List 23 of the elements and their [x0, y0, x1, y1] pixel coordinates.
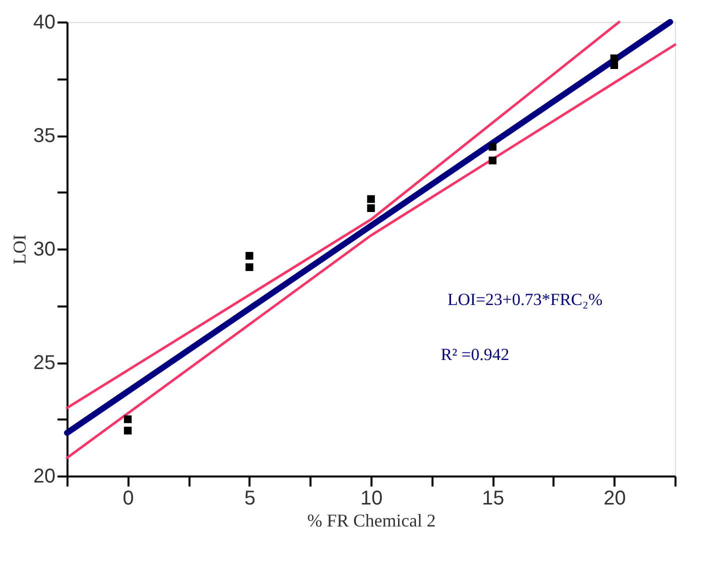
- point: [124, 415, 132, 424]
- x-axis-title: % FR Chemical 2: [307, 510, 436, 530]
- x-tick-label: 15: [482, 488, 504, 510]
- annotation: R² =0.942: [440, 345, 510, 364]
- point: [488, 142, 496, 151]
- y-tick-label: 35: [33, 125, 56, 147]
- annotation: LOI=23+0.73*FRC₂%: [448, 290, 602, 309]
- point: [367, 195, 375, 203]
- point: [246, 252, 254, 260]
- y-tick-label: 40: [33, 12, 56, 34]
- point: [488, 156, 496, 164]
- point: [610, 54, 618, 62]
- x-tick-label: 5: [244, 488, 256, 510]
- point: [124, 426, 132, 434]
- y-tick-label: 25: [33, 352, 56, 374]
- y-axis-title: LOI: [9, 234, 30, 264]
- point: [246, 263, 254, 272]
- x-tick-label: 20: [604, 488, 626, 510]
- y-tick-label: 30: [33, 238, 56, 260]
- point: [367, 204, 375, 212]
- x-tick-label: 10: [360, 488, 383, 510]
- x-tick-label: 0: [122, 488, 134, 510]
- y-tick-label: 20: [33, 466, 56, 488]
